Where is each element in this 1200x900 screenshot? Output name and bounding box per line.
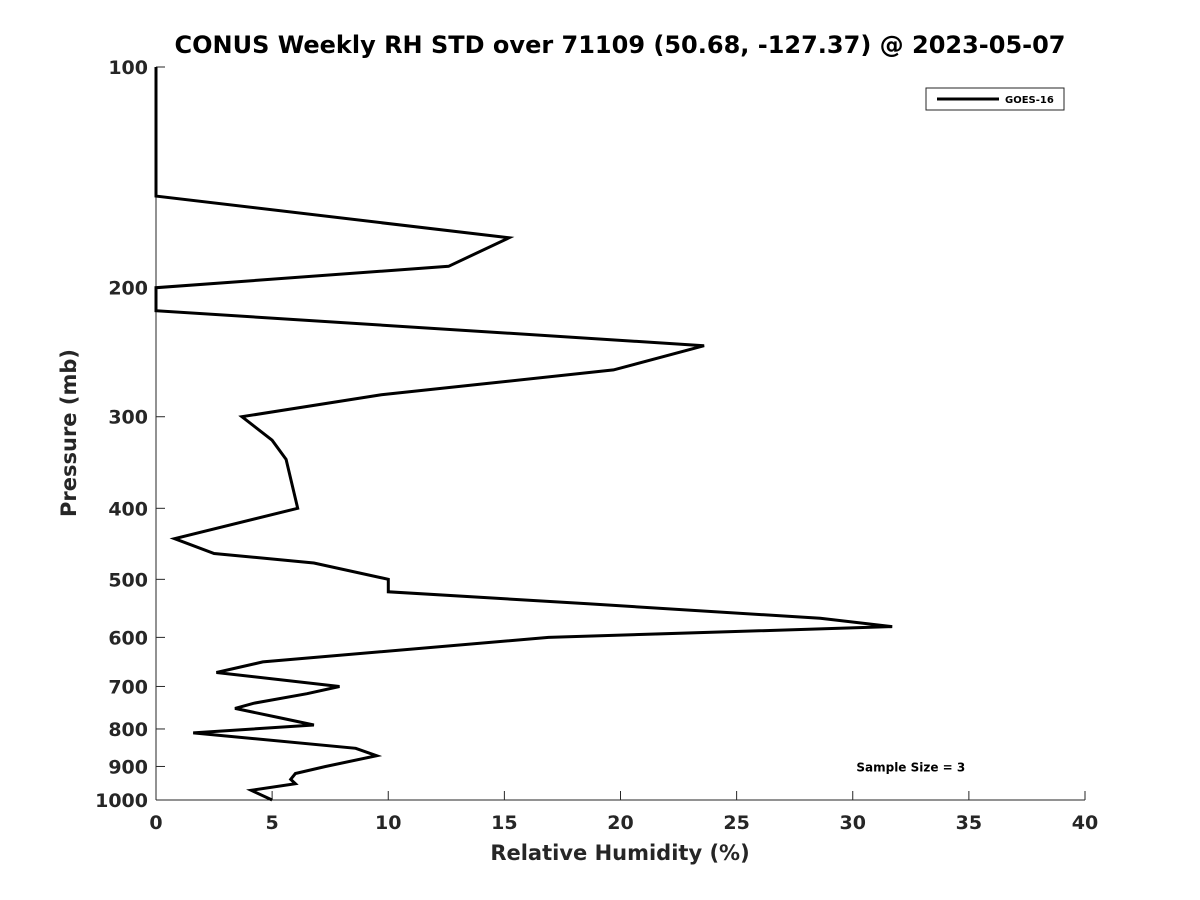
series-layer (154, 67, 893, 802)
y-tick-label: 600 (108, 627, 148, 649)
x-tick-label: 40 (1072, 812, 1098, 834)
axes: 0 5 10 15 20 25 30 35 40 100 200 300 400 500 600 700 800… (95, 57, 1098, 834)
legend-label: GOES-16 (1005, 95, 1054, 106)
x-tick-label: 35 (956, 812, 982, 834)
x-axis-label: Relative Humidity (%) (490, 841, 749, 865)
chart-title: CONUS Weekly RH STD over 71109 (50.68, -… (174, 31, 1065, 59)
y-tick-label: 300 (108, 407, 148, 429)
y-tick-label: 100 (108, 57, 148, 79)
y-tick-label: 900 (108, 756, 148, 778)
y-tick-label: 200 (108, 278, 148, 300)
y-tick-label: 800 (108, 719, 148, 741)
sample-size-annotation: Sample Size = 3 (856, 760, 965, 774)
legend: GOES-16 (925, 87, 1065, 111)
y-tick-label: 700 (108, 676, 148, 698)
x-tick-label: 15 (491, 812, 517, 834)
y-tick-label: 400 (108, 498, 148, 520)
annotations: Sample Size = 3 (856, 760, 965, 774)
y-tick-label: 1000 (95, 790, 148, 812)
x-tick-label: 5 (266, 812, 279, 834)
x-tick-label: 10 (375, 812, 401, 834)
y-axis-label: Pressure (mb) (57, 349, 81, 517)
y-tick-label: 500 (108, 569, 148, 591)
x-tick-label: 0 (149, 812, 162, 834)
plot-area: 0 5 10 15 20 25 30 35 40 100 200 300 400 500 600 700 800… (95, 57, 1098, 834)
series-line-goes-16 (154, 67, 893, 802)
x-tick-label: 25 (723, 812, 749, 834)
x-tick-label: 30 (840, 812, 866, 834)
x-tick-label: 20 (607, 812, 633, 834)
